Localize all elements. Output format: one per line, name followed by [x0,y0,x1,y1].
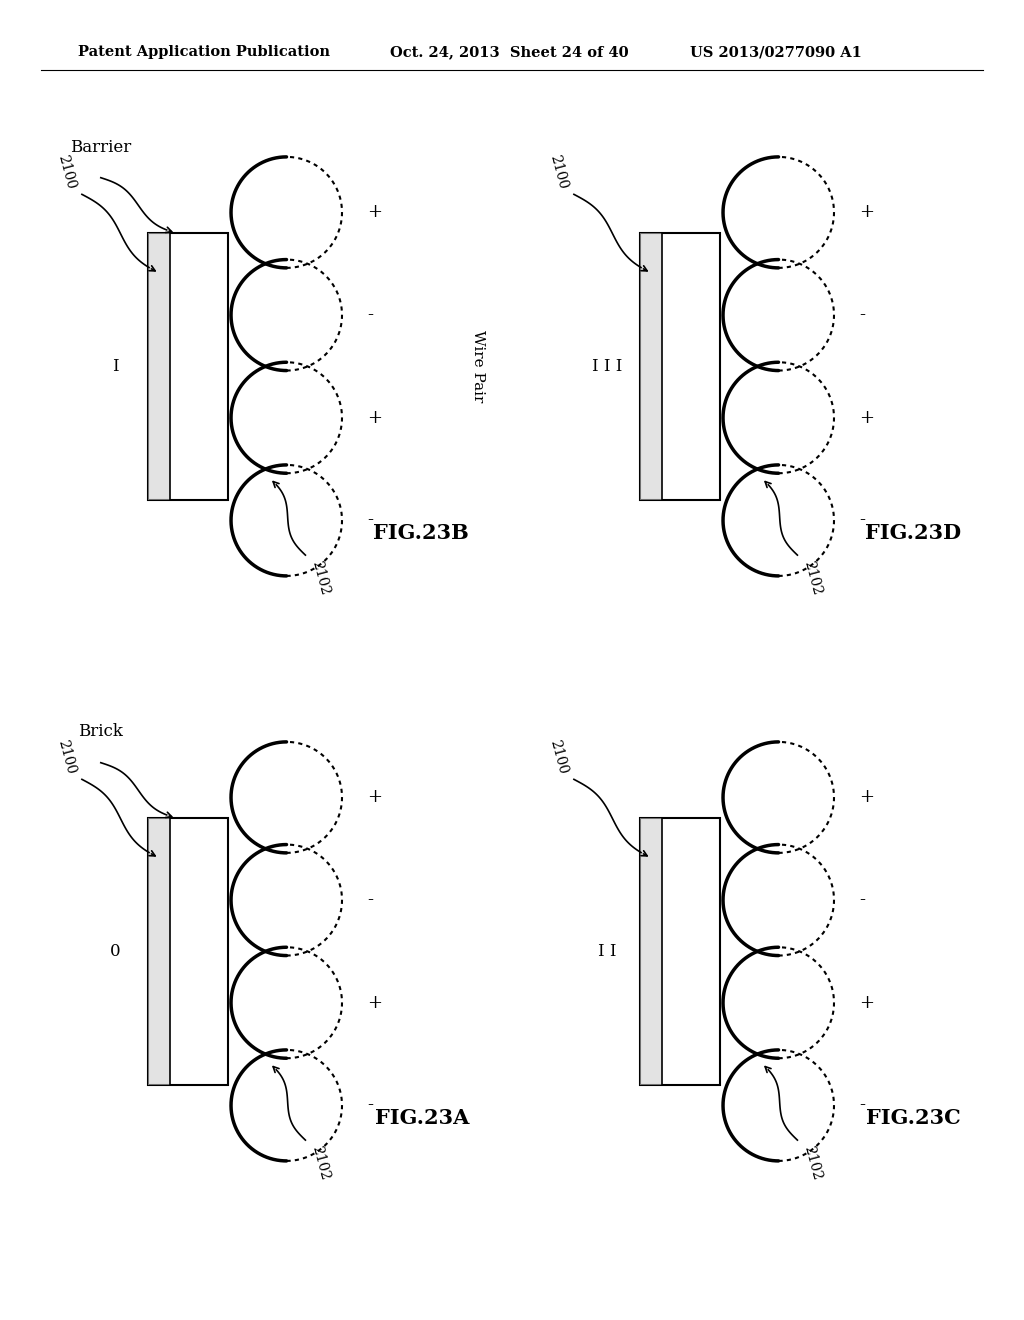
Text: I I: I I [598,942,616,960]
Text: -: - [367,511,373,529]
Text: +: + [859,994,874,1011]
Text: -: - [859,891,865,909]
Text: US 2013/0277090 A1: US 2013/0277090 A1 [690,45,862,59]
Text: FIG.23B: FIG.23B [373,523,469,543]
Text: FIG.23D: FIG.23D [865,523,961,543]
Bar [148,234,170,499]
Text: +: + [859,788,874,807]
Text: +: + [859,203,874,222]
Text: Brick: Brick [79,723,123,741]
Bar [148,234,228,499]
Text: 2102: 2102 [802,560,824,597]
Text: 2100: 2100 [55,738,78,775]
Bar [640,818,720,1085]
Text: I: I [112,358,119,375]
Text: +: + [367,203,382,222]
Text: -: - [367,891,373,909]
Bar [640,234,663,499]
Text: +: + [367,788,382,807]
Text: 2100: 2100 [547,738,570,775]
Text: 2102: 2102 [309,1144,332,1181]
Bar [640,234,663,499]
Text: +: + [859,409,874,426]
Text: 2100: 2100 [547,153,570,190]
Text: +: + [367,994,382,1011]
Bar [640,818,663,1085]
Bar [148,234,170,499]
Bar [148,818,170,1085]
Text: I I I: I I I [592,358,623,375]
Text: 2102: 2102 [802,1144,824,1181]
Text: FIG.23C: FIG.23C [866,1107,961,1127]
Bar [148,818,170,1085]
Bar [640,234,720,499]
Bar [640,818,663,1085]
Text: FIG.23A: FIG.23A [375,1107,469,1127]
Text: 2102: 2102 [309,560,332,597]
Bar [148,818,228,1085]
Text: +: + [367,409,382,426]
Text: -: - [859,511,865,529]
Text: -: - [367,1097,373,1114]
Text: -: - [859,306,865,325]
Text: Barrier: Barrier [71,139,131,156]
Text: 2100: 2100 [55,153,78,190]
Text: Wire Pair: Wire Pair [471,330,485,403]
Text: 0: 0 [110,942,120,960]
Text: Oct. 24, 2013  Sheet 24 of 40: Oct. 24, 2013 Sheet 24 of 40 [390,45,629,59]
Text: Patent Application Publication: Patent Application Publication [78,45,330,59]
Text: -: - [367,306,373,325]
Text: -: - [859,1097,865,1114]
